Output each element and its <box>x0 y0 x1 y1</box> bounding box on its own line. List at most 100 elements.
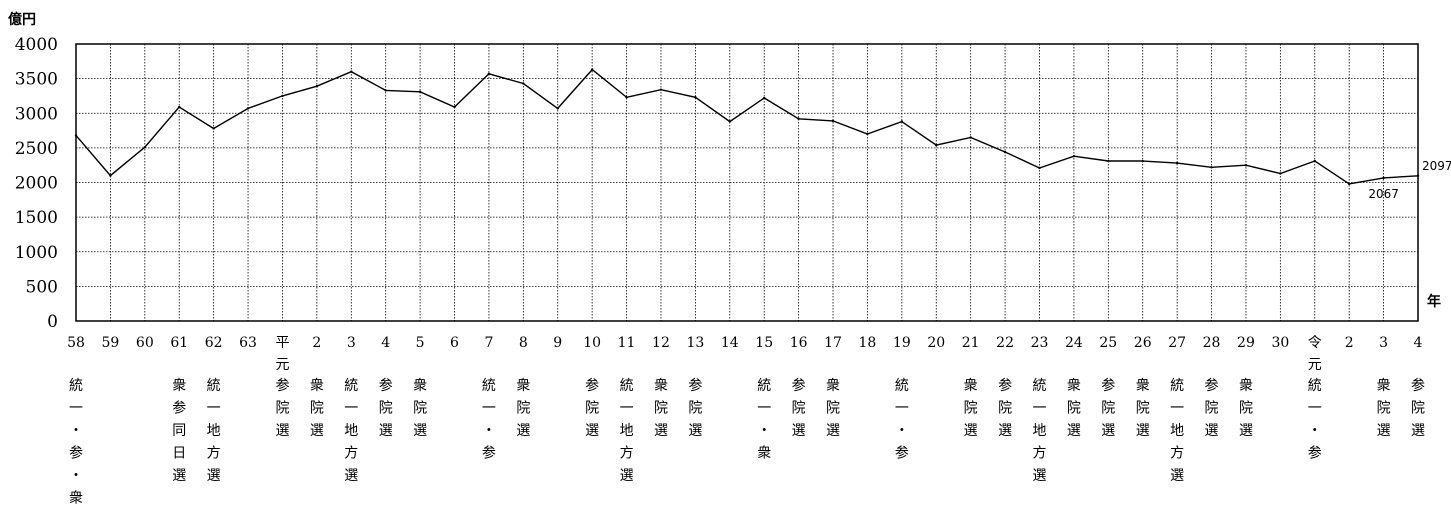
x-tick-label: 24 <box>1065 335 1083 351</box>
data-point <box>109 174 112 177</box>
x-tick-label: 令元 <box>1308 335 1322 373</box>
x-tick-label: 27 <box>1168 335 1186 351</box>
x-tick-label: 18 <box>859 335 877 351</box>
data-point <box>487 72 491 75</box>
x-tick-label: 29 <box>1237 335 1255 351</box>
y-tick-label: 0 <box>47 312 58 332</box>
data-point <box>281 94 284 98</box>
data-point <box>178 105 181 109</box>
y-axis-unit-label: 億円 <box>8 11 36 28</box>
data-point <box>74 134 78 137</box>
data-point <box>590 68 594 71</box>
x-tick-label: 61 <box>170 335 188 351</box>
election-note: 衆院選 <box>1136 378 1150 439</box>
data-point <box>763 96 766 100</box>
x-tick-label: 6 <box>450 335 459 351</box>
x-tick-label: 4 <box>1414 335 1423 351</box>
data-point <box>418 90 422 93</box>
series-line <box>75 68 1419 185</box>
x-tick-label: 9 <box>553 335 562 351</box>
x-tick-label: 4 <box>381 335 390 351</box>
x-tick-label: 59 <box>101 335 119 351</box>
y-tick-label: 3500 <box>15 70 58 90</box>
data-point <box>522 82 525 85</box>
data-point <box>246 107 250 110</box>
y-tick-label: 1500 <box>15 208 58 228</box>
x-tick-label: 7 <box>484 335 493 351</box>
x-tick-label: 22 <box>996 335 1014 351</box>
x-tick-label: 15 <box>755 335 773 351</box>
election-note: 参院選 <box>585 377 599 439</box>
election-note: 統一・参 <box>1308 378 1322 462</box>
election-note: 参院選 <box>1411 377 1425 439</box>
data-point <box>1382 176 1385 180</box>
x-tick-label: 14 <box>721 335 739 351</box>
data-point <box>556 107 559 110</box>
x-tick-label: 2 <box>1345 335 1354 351</box>
election-note: 統一・参 <box>895 378 909 462</box>
election-note: 衆院選 <box>964 378 978 439</box>
x-tick-label: 63 <box>239 335 257 351</box>
x-tick-label: 10 <box>583 335 601 351</box>
data-point <box>212 127 215 130</box>
x-tick-label: 5 <box>416 335 425 351</box>
x-tick-label: 19 <box>893 335 911 351</box>
x-tick-label: 平元 <box>275 335 289 373</box>
data-labels: 2067 2097 <box>1368 159 1451 201</box>
election-note: 参院選 <box>275 377 289 439</box>
y-tick-label: 2000 <box>15 174 58 194</box>
election-note: 参院選 <box>688 377 702 439</box>
data-point <box>969 136 972 139</box>
data-point <box>1279 172 1282 175</box>
plot-frame <box>75 43 1419 322</box>
data-point <box>935 143 938 147</box>
election-note: 衆院選 <box>826 378 840 439</box>
data-point <box>625 96 628 99</box>
data-point <box>1038 166 1041 170</box>
x-tick-label: 28 <box>1203 335 1221 351</box>
x-tick-label: 12 <box>652 335 670 351</box>
data-point <box>728 120 731 123</box>
election-note: 衆院選 <box>413 378 427 439</box>
election-note: 統一地方選 <box>1170 378 1184 484</box>
data-point <box>1210 166 1213 169</box>
data-point <box>694 96 697 99</box>
x-tick-label: 3 <box>1379 335 1388 351</box>
x-tick-label: 26 <box>1134 335 1152 351</box>
data-point <box>1244 163 1248 167</box>
y-axis-ticks: 0 500 1000 1500 2000 2500 3000 3500 4000 <box>15 35 58 332</box>
election-note: 衆院選 <box>516 378 530 439</box>
data-point <box>1072 154 1076 158</box>
data-point <box>831 119 835 123</box>
y-tick-label: 2500 <box>15 139 58 159</box>
data-point <box>659 88 663 91</box>
y-tick-label: 500 <box>26 277 58 297</box>
data-point <box>315 85 319 88</box>
election-note: 参院選 <box>998 377 1012 439</box>
x-tick-label: 60 <box>136 335 154 351</box>
data-point <box>1175 161 1179 165</box>
election-notes: 統一・参・衆 衆参同日選 統一地方選 参院選 衆院選 統一地方選 参院選 衆院選 統一・参 衆院選… <box>69 377 1425 507</box>
data-point <box>350 70 353 73</box>
election-note: 衆院選 <box>310 378 324 439</box>
y-tick-label: 4000 <box>15 35 58 55</box>
data-series <box>74 68 1420 186</box>
x-tick-label: 16 <box>790 335 808 351</box>
data-point <box>1416 174 1420 177</box>
election-note: 参院選 <box>792 377 806 439</box>
election-note: 統一・衆 <box>757 378 771 462</box>
election-note: 統一地方選 <box>344 378 358 484</box>
data-point <box>797 117 800 120</box>
x-tick-label: 2 <box>312 335 321 351</box>
x-tick-label: 30 <box>1271 335 1289 351</box>
election-note: 参院選 <box>379 377 393 439</box>
x-tick-label: 3 <box>347 335 356 351</box>
election-note: 衆院選 <box>654 378 668 439</box>
election-note: 参院選 <box>1101 377 1115 439</box>
election-note: 衆院選 <box>1377 378 1391 439</box>
election-note: 統一・参・衆 <box>69 378 83 507</box>
election-note: 統一地方選 <box>1032 378 1046 484</box>
election-note: 衆院選 <box>1239 378 1253 439</box>
x-axis-ticks: 58 59 60 61 62 63 平元2 3 4 5 6 7 8 9 10 11 12 13 14 15 16 17 18… <box>67 335 1422 373</box>
